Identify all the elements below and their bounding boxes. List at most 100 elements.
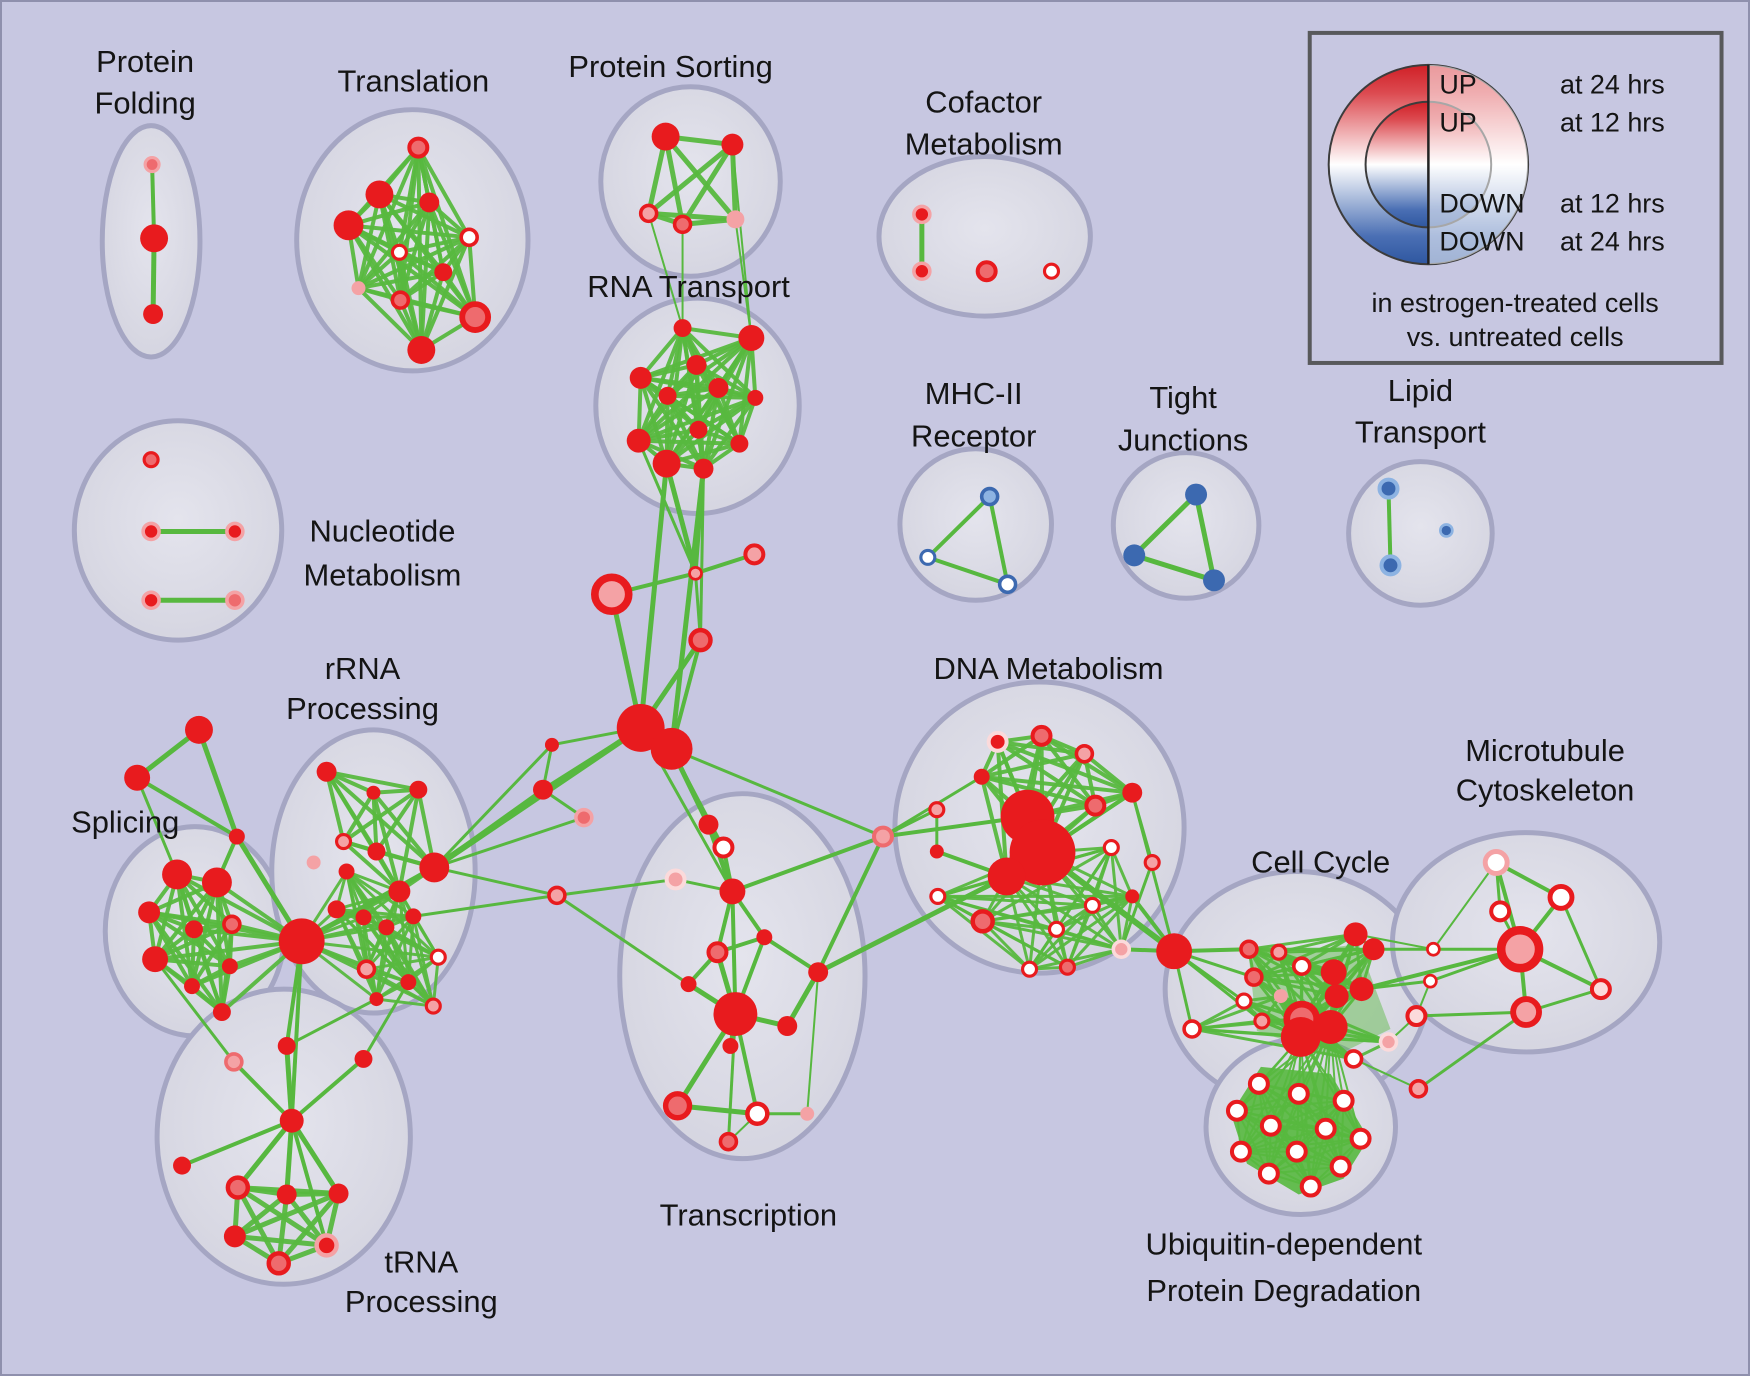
gene-node-r7	[747, 389, 764, 406]
legend-time-4: at 24 hrs	[1560, 226, 1665, 256]
gene-node-rr4	[334, 833, 353, 851]
network-edge	[637, 440, 697, 574]
gene-node-pf3	[143, 304, 164, 325]
network-edge	[556, 894, 690, 986]
gene-node-tx9	[777, 1016, 798, 1036]
gene-node-ub7	[1349, 1127, 1372, 1150]
network-edge	[190, 923, 234, 988]
network-edge	[342, 840, 401, 893]
network-edge	[987, 496, 1010, 585]
network-edge	[397, 789, 421, 892]
gene-node-ub11	[1329, 1155, 1352, 1178]
gene-node-cch2	[1313, 1010, 1348, 1044]
gene-node-ub4	[1225, 1099, 1248, 1122]
gene-node-pf1	[143, 155, 161, 174]
gene-node-ub6	[1314, 1117, 1337, 1140]
gene-node-tx11	[662, 1091, 693, 1121]
gene-node-mt7	[1405, 1005, 1428, 1028]
legend-time-3: at 12 hrs	[1560, 188, 1665, 218]
gene-node-rr5	[306, 855, 321, 870]
gene-node-cc13	[1349, 977, 1374, 1002]
network-edge	[664, 463, 698, 574]
gene-node-rc3	[591, 573, 633, 616]
gene-node-ub12	[1299, 1175, 1322, 1198]
cluster-label-lipid-transport-line1: Lipid	[1388, 373, 1453, 408]
gene-node-mt2	[1547, 883, 1575, 911]
gene-node-spt3	[228, 828, 245, 845]
gene-node-tx8	[713, 992, 758, 1036]
network-edge	[731, 144, 753, 339]
gene-node-wt1	[1426, 941, 1441, 957]
network-edge	[148, 910, 231, 968]
gene-node-tn6	[266, 1251, 291, 1276]
network-edge	[362, 981, 410, 1060]
gene-node-tj2	[1123, 544, 1146, 567]
gene-node-ub5	[1259, 1114, 1282, 1137]
gene-node-t7	[434, 263, 453, 282]
cluster-label-ubiquitin-degradation-line2: Protein Degradation	[1146, 1273, 1421, 1308]
cluster-label-transcription-line1: Transcription	[660, 1197, 837, 1232]
network-edge	[397, 890, 435, 1007]
network-edge	[639, 376, 706, 470]
network-edge	[357, 250, 401, 290]
gene-node-m2	[919, 548, 937, 566]
network-edge	[1353, 1058, 1419, 1090]
gene-node-rrb1	[277, 1036, 296, 1055]
network-edge	[1324, 1026, 1332, 1129]
network-edge	[289, 941, 304, 1121]
cluster-label-nucleotide-metabolism-line2: Metabolism	[303, 557, 461, 592]
gene-node-sp1	[162, 859, 192, 890]
network-edge	[356, 201, 431, 290]
network-edge	[1028, 846, 1113, 971]
gene-node-lp2	[1439, 523, 1454, 538]
gene-node-sp4	[185, 920, 203, 939]
network-edge	[234, 1233, 327, 1248]
gene-node-tx6	[706, 941, 729, 964]
gene-node-t10	[459, 301, 492, 333]
cluster-label-dna-metabolism-line1: DNA Metabolism	[933, 651, 1163, 686]
gene-node-r3	[686, 354, 707, 375]
gene-node-hs3	[574, 807, 594, 828]
network-edge	[397, 891, 410, 983]
network-edge	[647, 142, 734, 216]
network-edge	[701, 396, 757, 470]
network-edge	[1268, 1165, 1341, 1175]
network-edge	[1193, 494, 1217, 581]
gene-node-dm18	[1058, 958, 1076, 976]
network-edge	[1130, 792, 1176, 952]
network-nodes	[124, 122, 1612, 1276]
cluster-label-microtubule-cytoskeleton-line1: Microtubule	[1465, 733, 1625, 768]
network-edge	[232, 1060, 294, 1123]
gene-node-dm17	[1020, 960, 1039, 978]
gene-node-tx12	[745, 1101, 770, 1126]
network-edge	[981, 774, 1133, 795]
network-edge	[376, 997, 434, 1008]
cluster-label-mhc-ii-receptor-line2: Receptor	[911, 419, 1036, 454]
gene-node-s4	[672, 214, 693, 235]
network-edge	[1248, 932, 1356, 951]
gene-node-sc1	[547, 885, 567, 906]
gene-node-rrhub	[419, 852, 450, 883]
network-edge	[1253, 970, 1334, 979]
cluster-label-microtubule-cytoskeleton-line2: Cytoskeleton	[1456, 773, 1635, 808]
gene-node-s2	[721, 133, 744, 156]
gene-node-h2	[650, 727, 693, 770]
network-edge	[358, 270, 444, 291]
gene-node-tj1	[1185, 483, 1208, 506]
gene-node-hs2	[532, 779, 553, 800]
gene-node-n4	[141, 590, 161, 611]
gene-node-c4	[1042, 262, 1061, 280]
network-edge	[290, 1057, 365, 1123]
cluster-ellipse-cofactor-metabolism	[876, 154, 1093, 319]
legend-caption-line1: in estrogen-treated cells	[1372, 288, 1659, 318]
gene-node-tx4	[719, 878, 746, 905]
network-edge	[433, 743, 554, 869]
gene-node-rrb3	[354, 1049, 373, 1068]
cluster-label-ubiquitin-degradation-line1: Ubiquitin-dependent	[1146, 1226, 1423, 1261]
gene-node-spt1	[185, 715, 213, 744]
gene-node-r4	[629, 366, 652, 389]
network-edge	[980, 734, 1043, 779]
network-edge	[1109, 847, 1123, 950]
network-edge	[731, 834, 884, 894]
